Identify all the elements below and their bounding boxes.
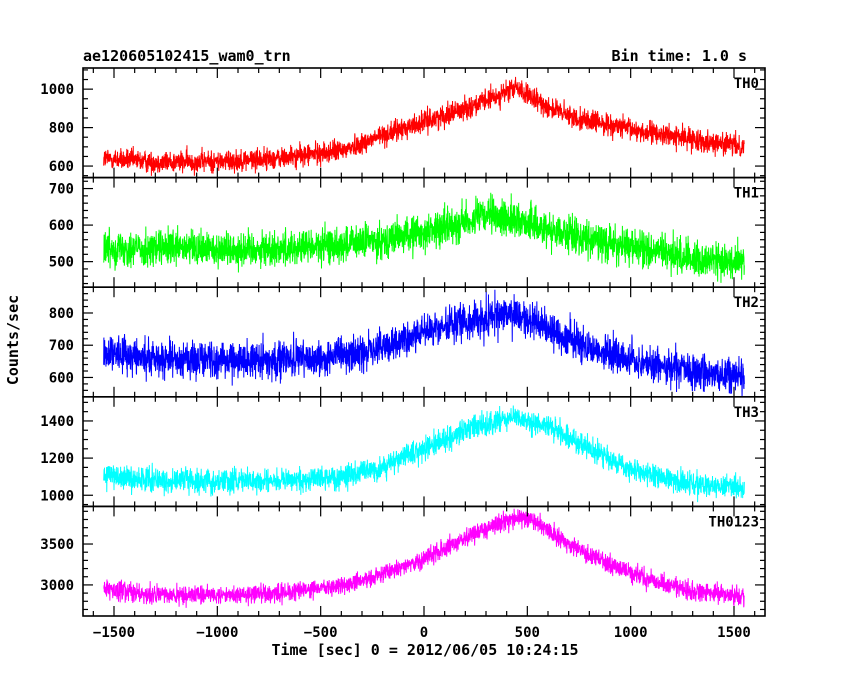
y-tick-label: 700 [49,338,74,354]
panel-stack: 600 800 1000 TH0 500 600 700 TH1 600 700 800 TH2 100… [40,67,766,617]
y-axis-label: Counts/sec [4,295,22,385]
y-tick-label: 800 [49,306,74,322]
panel-label-th0: TH0 [734,76,759,92]
series-line-th2 [103,289,745,397]
x-tick-label: 1500 [717,625,751,641]
y-tick-label: 800 [49,121,74,137]
x-tick-label: −500 [304,625,338,641]
panel-label-th1: TH1 [734,186,759,202]
panel-th0: 600 800 1000 TH0 [40,67,766,179]
series-line-th0 [103,76,745,176]
x-tick-label: −1000 [196,625,238,641]
panel-label-th3: TH3 [734,405,759,421]
panel-ticks [83,68,765,178]
panel-ticks [83,286,765,398]
x-tick-label: 1000 [614,625,648,641]
bin-time-label: Bin time: 1.0 s [612,47,747,65]
y-tick-label: 500 [49,255,74,271]
y-tick-label: 1400 [40,414,74,430]
x-tick-label: −1500 [93,625,135,641]
panel-frame [82,286,766,398]
series-line-th0123 [103,508,745,608]
panel-th0123: 3000 3500 TH0123 [40,505,766,617]
y-tick-label: 1000 [40,82,74,98]
panel-ticks [83,396,765,507]
y-tick-label: 600 [49,370,74,386]
chart-title: ae120605102415_wam0_trn [83,47,291,65]
panel-ticks [83,506,765,616]
x-tick-label: 0 [420,625,428,641]
y-tick-label: 3000 [40,578,74,594]
series-line-th3 [103,405,745,503]
y-tick-label: 1000 [40,488,74,504]
series-line-th1 [103,192,745,283]
panel-th3: 1000 1200 1400 TH3 [40,395,766,508]
panel-th1: 500 600 700 TH1 [49,176,766,289]
panel-ticks [83,177,765,288]
panel-th2: 600 700 800 TH2 [49,286,766,398]
y-tick-label: 1200 [40,451,74,467]
y-tick-label: 600 [49,159,74,175]
y-tick-label: 600 [49,218,74,234]
y-tick-label: 3500 [40,537,74,553]
panel-label-th0123: TH0123 [708,514,759,530]
x-axis: −1500 −1000 −500 0 500 1000 1500 [93,625,751,641]
panel-label-th2: TH2 [734,295,759,311]
y-tick-label: 700 [49,182,74,198]
x-axis-label: Time [sec] 0 = 2012/06/05 10:24:15 [271,641,578,659]
x-tick-label: 500 [515,625,540,641]
